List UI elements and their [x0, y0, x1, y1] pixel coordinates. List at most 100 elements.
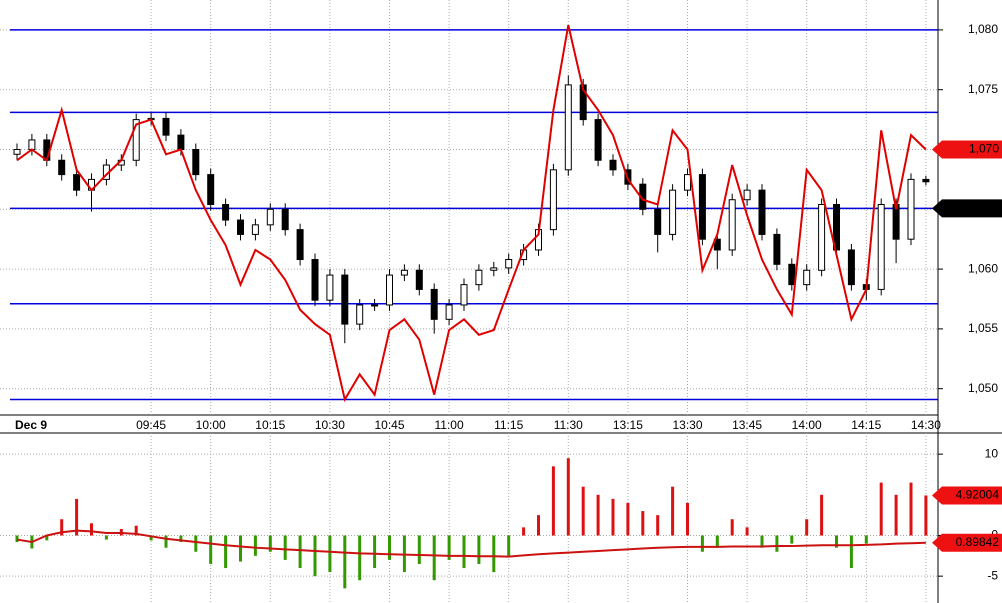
histogram-bar	[835, 535, 838, 548]
x-tick-label: 14:15	[851, 418, 881, 432]
candle-body	[758, 189, 766, 235]
histogram-bar	[164, 535, 168, 548]
candle-body	[803, 269, 811, 286]
candle-body	[460, 284, 468, 306]
candle-body	[58, 159, 66, 176]
histogram-bar	[775, 535, 779, 552]
histogram-bar	[268, 535, 272, 552]
candle-body	[237, 219, 244, 235]
histogram-bar	[328, 535, 332, 573]
histogram-bar	[924, 495, 928, 536]
candle-body	[549, 169, 557, 231]
candle-body	[430, 288, 438, 320]
signal-line	[16, 529, 926, 558]
candle-body	[579, 84, 587, 121]
x-tick-label: 09:45	[136, 418, 166, 432]
histogram-bar	[75, 498, 79, 536]
histogram-bar	[537, 515, 540, 536]
candle-body	[728, 199, 736, 251]
price-marker	[932, 486, 1002, 505]
histogram-bar	[283, 535, 287, 560]
candle-body	[698, 174, 706, 240]
histogram-bar	[209, 535, 213, 564]
histogram-bar	[551, 466, 555, 536]
candle-body	[132, 119, 140, 161]
candle-body	[892, 204, 900, 240]
histogram-bar	[462, 535, 466, 569]
x-tick-label: 10:15	[255, 418, 285, 432]
x-tick-label: 13:30	[672, 418, 702, 432]
histogram-bar	[566, 458, 570, 536]
histogram-bar	[611, 498, 615, 536]
histogram-bar	[864, 535, 868, 544]
histogram-bar	[686, 502, 689, 536]
histogram-bar	[656, 515, 660, 536]
histogram-bar	[298, 535, 302, 569]
candle-body	[177, 134, 185, 150]
histogram-bar	[60, 519, 64, 536]
x-tick-label: 10:30	[315, 418, 345, 432]
histogram-bar	[477, 535, 481, 564]
candle-body	[669, 189, 677, 235]
candle-body	[13, 148, 21, 155]
x-tick-label: 11:15	[494, 418, 523, 432]
histogram-bar	[239, 535, 242, 562]
candle-body	[788, 263, 796, 286]
candle-body	[490, 267, 498, 271]
price-marker-label: 4.92004	[956, 488, 1000, 502]
price-marker	[932, 199, 1002, 218]
price-marker-label: 1,070	[969, 142, 999, 156]
candle-body	[207, 174, 215, 206]
price-marker-label: 1,065.08	[952, 201, 999, 215]
candle-body	[386, 274, 393, 306]
histogram-bar	[194, 535, 198, 552]
price-marker	[932, 533, 1002, 552]
histogram-bar	[760, 535, 764, 548]
histogram-bar	[879, 482, 883, 536]
histogram-bar	[313, 535, 317, 577]
candle-body	[743, 189, 751, 201]
x-tick-label: 13:45	[732, 418, 762, 432]
candle-body	[773, 233, 781, 265]
histogram-bar	[447, 535, 451, 560]
y-tick-label: 10	[985, 446, 999, 460]
candle-body	[251, 224, 259, 235]
candle-body	[192, 148, 200, 176]
histogram-bar	[15, 535, 19, 542]
histogram-bar	[417, 535, 421, 564]
candle-body	[922, 178, 930, 183]
candle-body	[564, 84, 572, 171]
candle-body	[609, 159, 617, 171]
candle-body	[594, 119, 602, 161]
histogram-bar	[432, 535, 436, 581]
histogram-bar	[104, 535, 108, 540]
candle-body	[847, 249, 855, 286]
x-tick-label: 14:00	[792, 418, 822, 432]
x-tick-label: 14:30	[911, 418, 941, 432]
candle-body	[326, 274, 334, 301]
candle-body	[907, 178, 915, 240]
histogram-bar	[149, 535, 153, 541]
candle-body	[162, 117, 170, 136]
price-marker	[932, 140, 1002, 159]
candle-body	[356, 304, 364, 325]
x-tick-label: 10:45	[374, 418, 404, 432]
histogram-bar	[700, 535, 704, 552]
candle-body	[28, 139, 36, 150]
histogram-bar	[507, 535, 511, 556]
histogram-bar	[805, 519, 809, 536]
candle-body	[400, 269, 408, 276]
histogram-bar	[849, 535, 853, 569]
candle-body	[877, 204, 885, 290]
histogram-bar	[745, 527, 749, 536]
histogram-bar	[224, 535, 228, 569]
histogram-bar	[388, 535, 391, 560]
candle-body	[654, 208, 662, 235]
overlay-line	[16, 24, 927, 403]
candle-body	[341, 274, 349, 325]
y-tick-label: 1,055	[968, 321, 998, 335]
histogram-bar	[820, 494, 824, 536]
candle-body	[833, 204, 840, 251]
